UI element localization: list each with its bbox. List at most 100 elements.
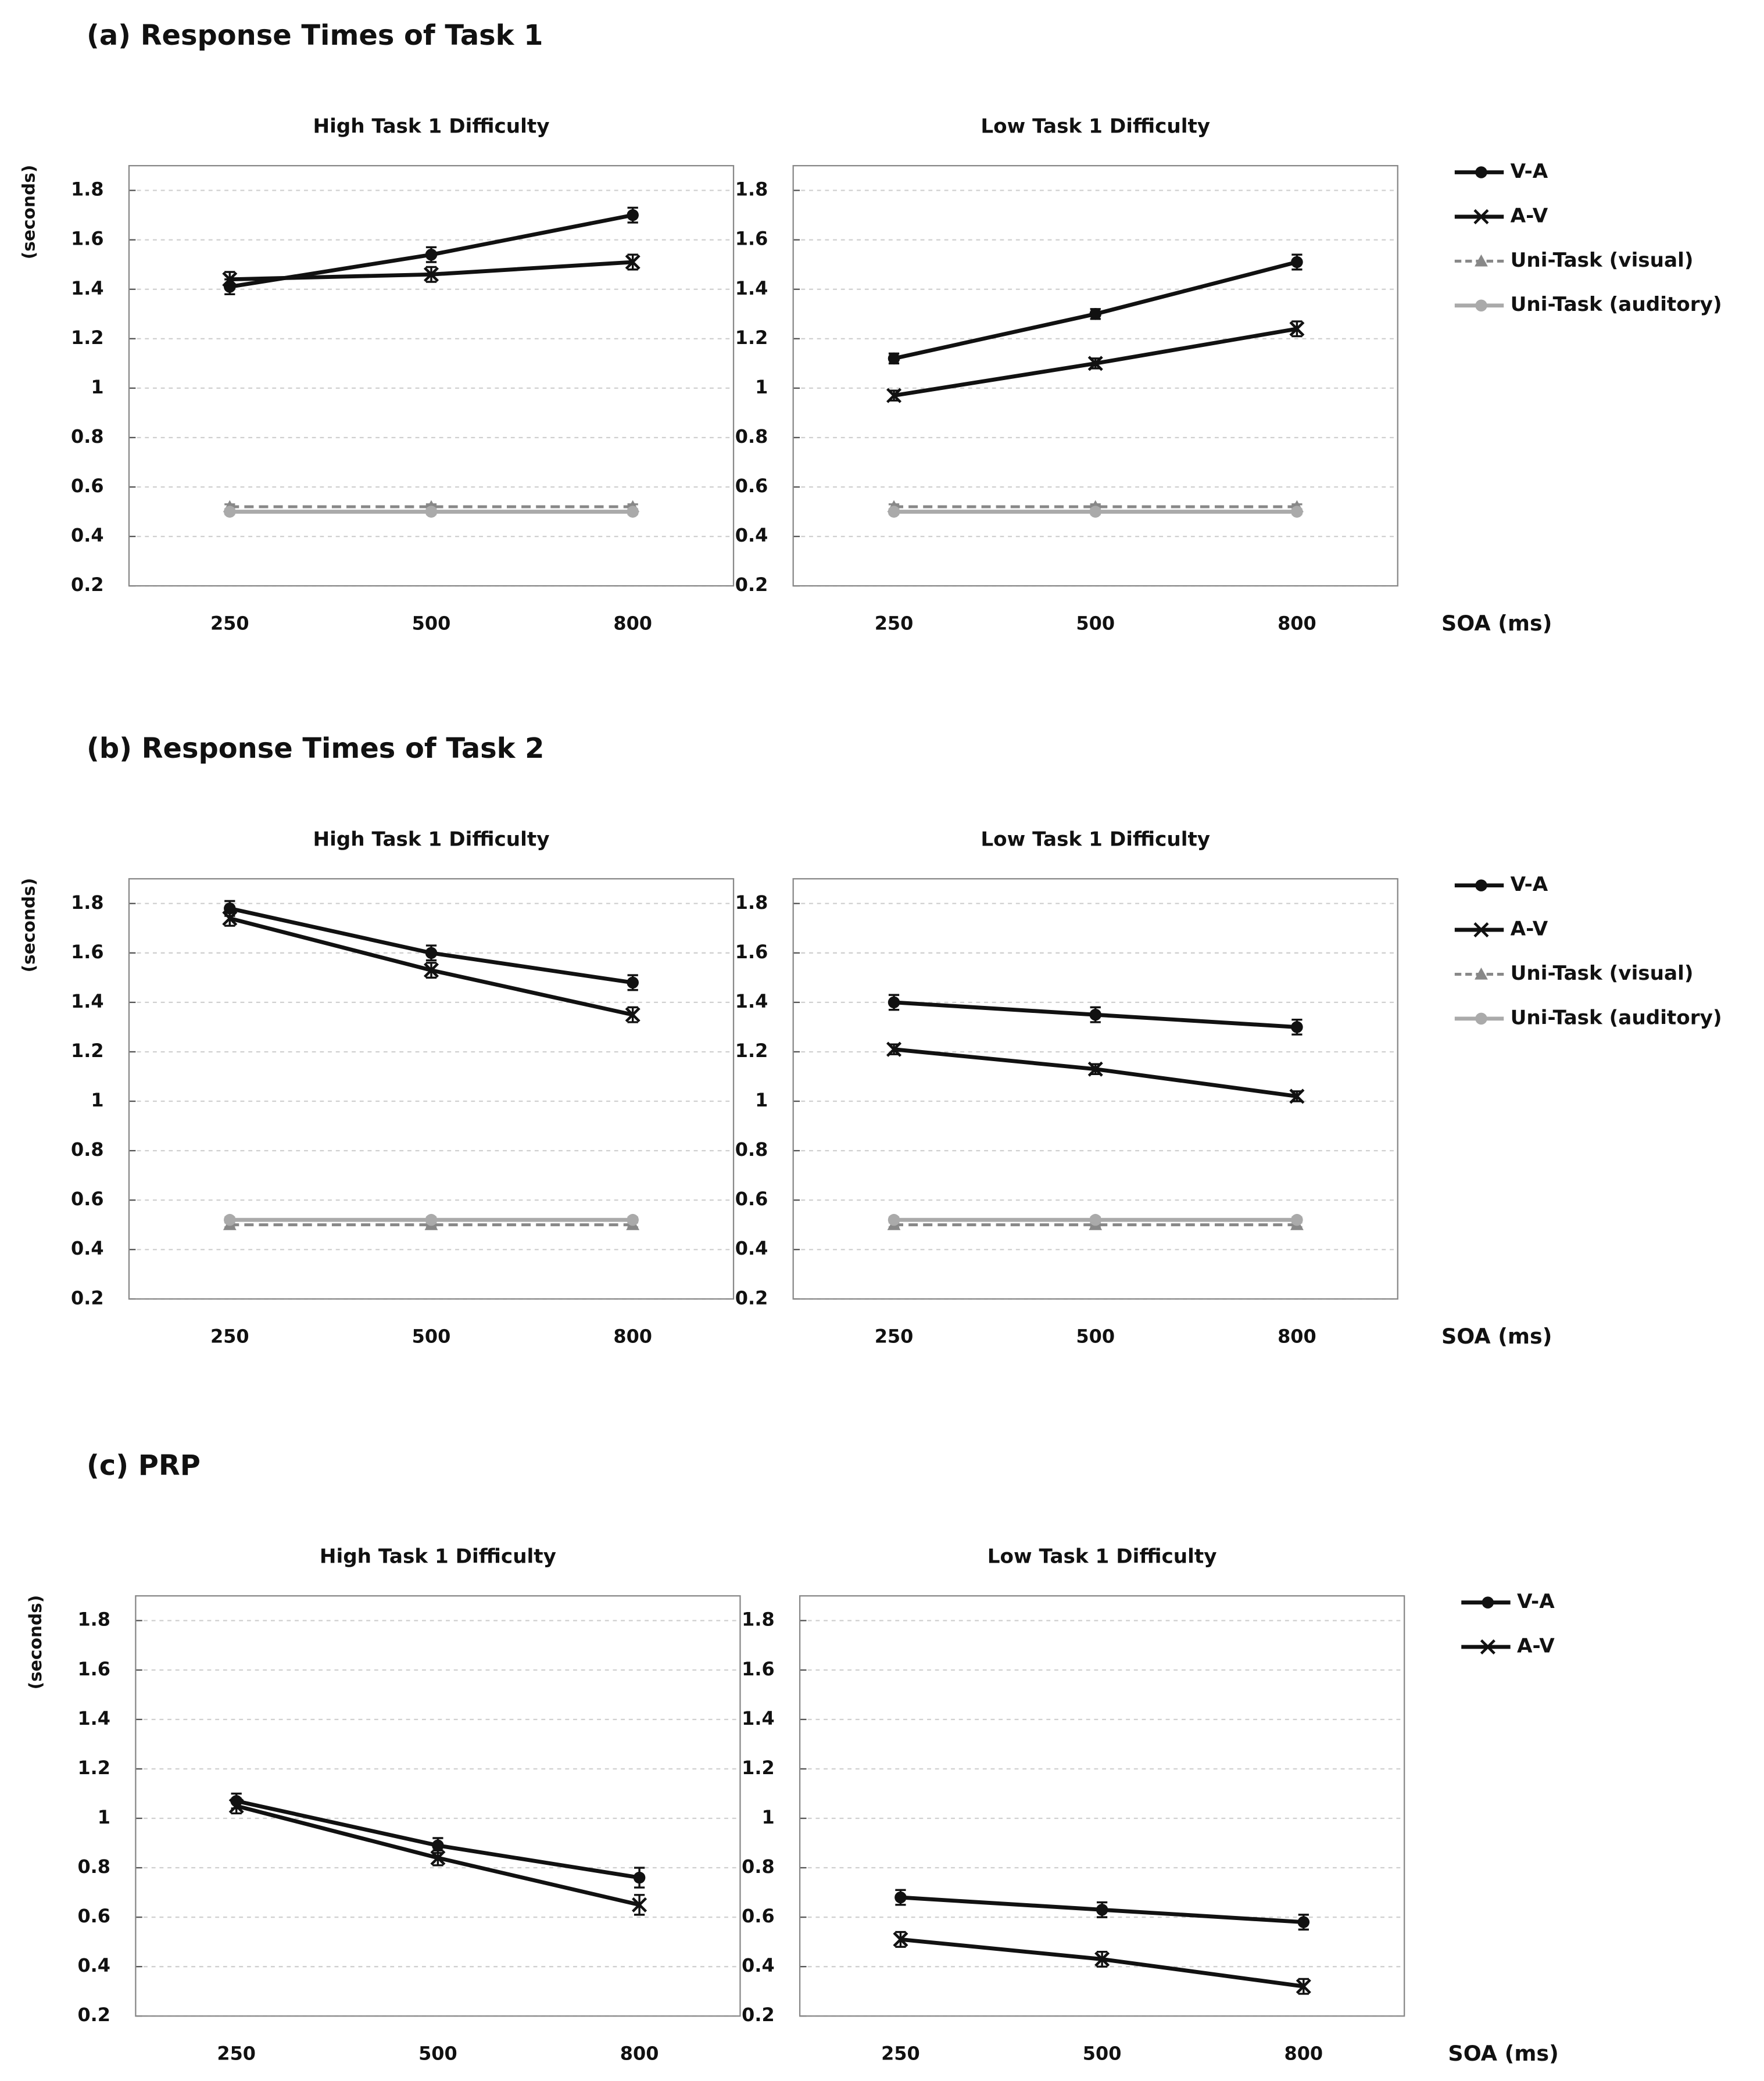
y-tick-label: 0.2 xyxy=(71,574,104,596)
x-tick-label: 800 xyxy=(1278,612,1316,634)
legend-label: Uni-Task (auditory) xyxy=(1511,1006,1722,1029)
y-tick-label: 0.2 xyxy=(71,1287,104,1309)
y-tick-label: 1.8 xyxy=(735,891,768,914)
x-tick-label: 500 xyxy=(412,1325,451,1347)
y-tick-label: 1.4 xyxy=(742,1707,775,1729)
marker xyxy=(888,996,900,1009)
x-tick-label: 800 xyxy=(1278,1325,1316,1347)
section-heading: (c) PRP xyxy=(87,1450,201,1482)
y-tick-label: 1 xyxy=(91,376,103,398)
x-tick-label: 250 xyxy=(875,612,914,634)
marker xyxy=(1089,1008,1101,1021)
marker xyxy=(423,962,439,978)
marker xyxy=(1297,1916,1310,1928)
marker xyxy=(633,1871,646,1884)
legend-label: V-A xyxy=(1511,873,1548,896)
marker xyxy=(224,1213,236,1226)
legend-label: A-V xyxy=(1517,1635,1555,1658)
marker xyxy=(888,1213,900,1226)
marker xyxy=(888,352,900,365)
y-tick-label: 0.6 xyxy=(742,1905,775,1927)
marker xyxy=(425,947,438,959)
marker xyxy=(1289,1088,1305,1104)
x-tick-label: 500 xyxy=(412,612,451,634)
x-axis-label: SOA (ms) xyxy=(1441,1324,1552,1349)
legend-label: Uni-Task (visual) xyxy=(1511,249,1694,272)
legend-marker xyxy=(1475,299,1487,312)
legend-marker xyxy=(1473,922,1489,938)
y-tick-label: 0.8 xyxy=(71,1138,104,1161)
marker xyxy=(425,1213,438,1226)
marker xyxy=(1291,506,1303,518)
marker xyxy=(625,1007,641,1023)
marker xyxy=(1087,356,1103,371)
y-tick-label: 1.2 xyxy=(742,1757,775,1779)
y-tick-label: 1 xyxy=(98,1806,110,1828)
y-tick-label: 0.2 xyxy=(735,1287,768,1309)
marker xyxy=(625,254,641,270)
y-tick-label: 0.4 xyxy=(71,524,104,546)
marker xyxy=(1089,1213,1101,1226)
y-tick-label: 1 xyxy=(91,1089,103,1111)
chart-title: High Task 1 Difficulty xyxy=(313,114,549,138)
y-tick-label: 0.4 xyxy=(735,1237,768,1259)
y-tick-label: 1.8 xyxy=(735,178,768,200)
x-tick-label: 500 xyxy=(1083,2042,1122,2064)
marker xyxy=(1291,1021,1303,1033)
y-tick-label: 1.4 xyxy=(735,990,768,1012)
legend-marker xyxy=(1473,209,1489,224)
y-tick-label: 0.6 xyxy=(71,475,104,497)
y-tick-label: 0.2 xyxy=(77,2004,110,2026)
y-tick-label: 0.8 xyxy=(735,1138,768,1161)
marker xyxy=(1089,506,1101,518)
legend-marker xyxy=(1480,1639,1495,1655)
chart-title: Low Task 1 Difficulty xyxy=(987,1545,1217,1568)
y-axis-label: (seconds) xyxy=(18,878,38,973)
y-tick-label: 1.6 xyxy=(71,228,104,250)
marker xyxy=(222,911,238,926)
y-tick-label: 1.6 xyxy=(742,1658,775,1680)
y-tick-label: 1.2 xyxy=(71,327,104,349)
y-tick-label: 0.4 xyxy=(735,524,768,546)
y-tick-label: 0.6 xyxy=(77,1905,110,1927)
legend-marker xyxy=(1475,254,1488,267)
marker xyxy=(425,248,438,261)
y-tick-label: 0.2 xyxy=(742,2004,775,2026)
x-tick-label: 500 xyxy=(418,2042,457,2064)
marker xyxy=(1289,321,1305,336)
marker xyxy=(894,1891,907,1904)
x-tick-label: 250 xyxy=(210,1325,249,1347)
x-axis-label: SOA (ms) xyxy=(1441,611,1552,636)
plot-frame xyxy=(128,164,735,587)
y-tick-label: 1.6 xyxy=(735,228,768,250)
marker xyxy=(1089,308,1101,320)
y-tick-label: 1.6 xyxy=(735,941,768,963)
x-tick-label: 250 xyxy=(217,2042,256,2064)
y-tick-label: 1 xyxy=(755,1089,768,1111)
legend-label: V-A xyxy=(1517,1590,1555,1613)
legend-marker xyxy=(1475,968,1488,980)
marker xyxy=(222,271,238,287)
marker xyxy=(1096,1904,1108,1916)
y-tick-label: 0.6 xyxy=(735,475,768,497)
y-tick-label: 1.2 xyxy=(735,1040,768,1062)
y-tick-label: 0.6 xyxy=(735,1188,768,1210)
marker xyxy=(627,209,639,221)
marker xyxy=(627,1213,639,1226)
marker xyxy=(1291,1213,1303,1226)
legend-label: Uni-Task (auditory) xyxy=(1511,293,1722,316)
marker xyxy=(886,388,902,403)
y-tick-label: 0.2 xyxy=(735,574,768,596)
y-axis-label: (seconds) xyxy=(25,1595,45,1690)
y-tick-label: 0.8 xyxy=(77,1856,110,1878)
chart-title: Low Task 1 Difficulty xyxy=(981,828,1210,851)
y-tick-label: 1.4 xyxy=(71,990,104,1012)
section-heading: (a) Response Times of Task 1 xyxy=(87,20,543,52)
y-tick-label: 1.4 xyxy=(735,277,768,299)
legend-label: A-V xyxy=(1511,918,1548,941)
marker xyxy=(1094,1951,1110,1967)
marker xyxy=(886,1041,902,1057)
marker xyxy=(423,267,439,282)
chart-title: Low Task 1 Difficulty xyxy=(981,114,1210,138)
